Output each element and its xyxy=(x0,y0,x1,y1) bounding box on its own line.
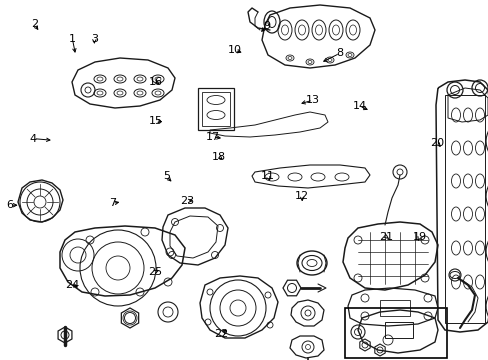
Text: 15: 15 xyxy=(148,116,162,126)
Bar xyxy=(384,322,412,338)
Text: 19: 19 xyxy=(412,232,426,242)
Text: 21: 21 xyxy=(379,232,392,242)
Text: 18: 18 xyxy=(212,152,225,162)
Bar xyxy=(444,95,484,323)
Text: 12: 12 xyxy=(295,191,308,201)
Text: 20: 20 xyxy=(430,138,444,148)
Text: 16: 16 xyxy=(148,77,162,87)
Bar xyxy=(345,308,446,358)
Text: 13: 13 xyxy=(305,95,319,105)
Text: 9: 9 xyxy=(263,21,269,31)
Text: 25: 25 xyxy=(148,267,162,277)
Text: 3: 3 xyxy=(91,34,98,44)
Text: 8: 8 xyxy=(336,48,343,58)
Text: 6: 6 xyxy=(6,200,13,210)
Text: 2: 2 xyxy=(31,19,38,30)
Bar xyxy=(198,88,234,130)
Bar xyxy=(379,300,409,316)
Text: 4: 4 xyxy=(30,134,37,144)
Text: 1: 1 xyxy=(69,34,76,44)
Text: 10: 10 xyxy=(227,45,241,55)
Text: 5: 5 xyxy=(163,171,169,181)
Text: 23: 23 xyxy=(180,196,193,206)
Text: 22: 22 xyxy=(213,329,228,339)
Text: 7: 7 xyxy=(109,198,116,208)
Text: 17: 17 xyxy=(205,132,219,142)
Bar xyxy=(202,92,229,126)
Text: 14: 14 xyxy=(352,101,366,111)
Text: 24: 24 xyxy=(65,280,80,290)
Text: 11: 11 xyxy=(261,171,274,181)
